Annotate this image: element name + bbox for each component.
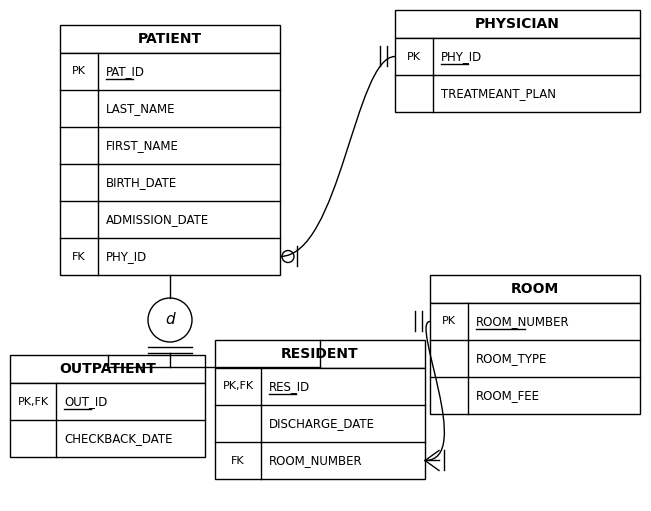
Text: ROOM: ROOM: [511, 282, 559, 296]
Bar: [430, 275, 640, 303]
Text: ROOM_FEE: ROOM_FEE: [476, 389, 540, 402]
Bar: [10, 383, 205, 457]
Text: RES_ID: RES_ID: [269, 380, 311, 393]
Text: FK: FK: [231, 455, 245, 466]
Text: ROOM_NUMBER: ROOM_NUMBER: [476, 315, 570, 328]
Text: DISCHARGE_DATE: DISCHARGE_DATE: [269, 417, 375, 430]
Text: FK: FK: [72, 251, 86, 262]
Text: OUTPATIENT: OUTPATIENT: [59, 362, 156, 376]
Bar: [10, 355, 205, 383]
Text: PK,FK: PK,FK: [223, 382, 253, 391]
Text: ROOM_TYPE: ROOM_TYPE: [476, 352, 547, 365]
Text: PHYSICIAN: PHYSICIAN: [475, 17, 560, 31]
Text: PK: PK: [72, 66, 86, 77]
Text: BIRTH_DATE: BIRTH_DATE: [106, 176, 177, 189]
Text: LAST_NAME: LAST_NAME: [106, 102, 176, 115]
Text: ADMISSION_DATE: ADMISSION_DATE: [106, 213, 209, 226]
Text: PHY_ID: PHY_ID: [441, 50, 482, 63]
Text: PATIENT: PATIENT: [138, 32, 202, 46]
Text: ROOM_NUMBER: ROOM_NUMBER: [269, 454, 363, 467]
Bar: [430, 303, 640, 414]
Bar: [395, 10, 640, 38]
Bar: [215, 368, 425, 479]
Text: FIRST_NAME: FIRST_NAME: [106, 139, 179, 152]
Text: CHECKBACK_DATE: CHECKBACK_DATE: [64, 432, 173, 445]
Bar: [215, 340, 425, 368]
Text: PHY_ID: PHY_ID: [106, 250, 147, 263]
Text: PK: PK: [407, 52, 421, 61]
Text: d: d: [165, 313, 175, 328]
Bar: [60, 53, 280, 275]
Text: PK,FK: PK,FK: [18, 397, 49, 406]
Text: RESIDENT: RESIDENT: [281, 347, 359, 361]
Text: TREATMEANT_PLAN: TREATMEANT_PLAN: [441, 87, 556, 100]
Text: OUT_ID: OUT_ID: [64, 395, 107, 408]
Text: PK: PK: [442, 316, 456, 327]
Bar: [395, 38, 640, 112]
Text: PAT_ID: PAT_ID: [106, 65, 145, 78]
Bar: [60, 25, 280, 53]
